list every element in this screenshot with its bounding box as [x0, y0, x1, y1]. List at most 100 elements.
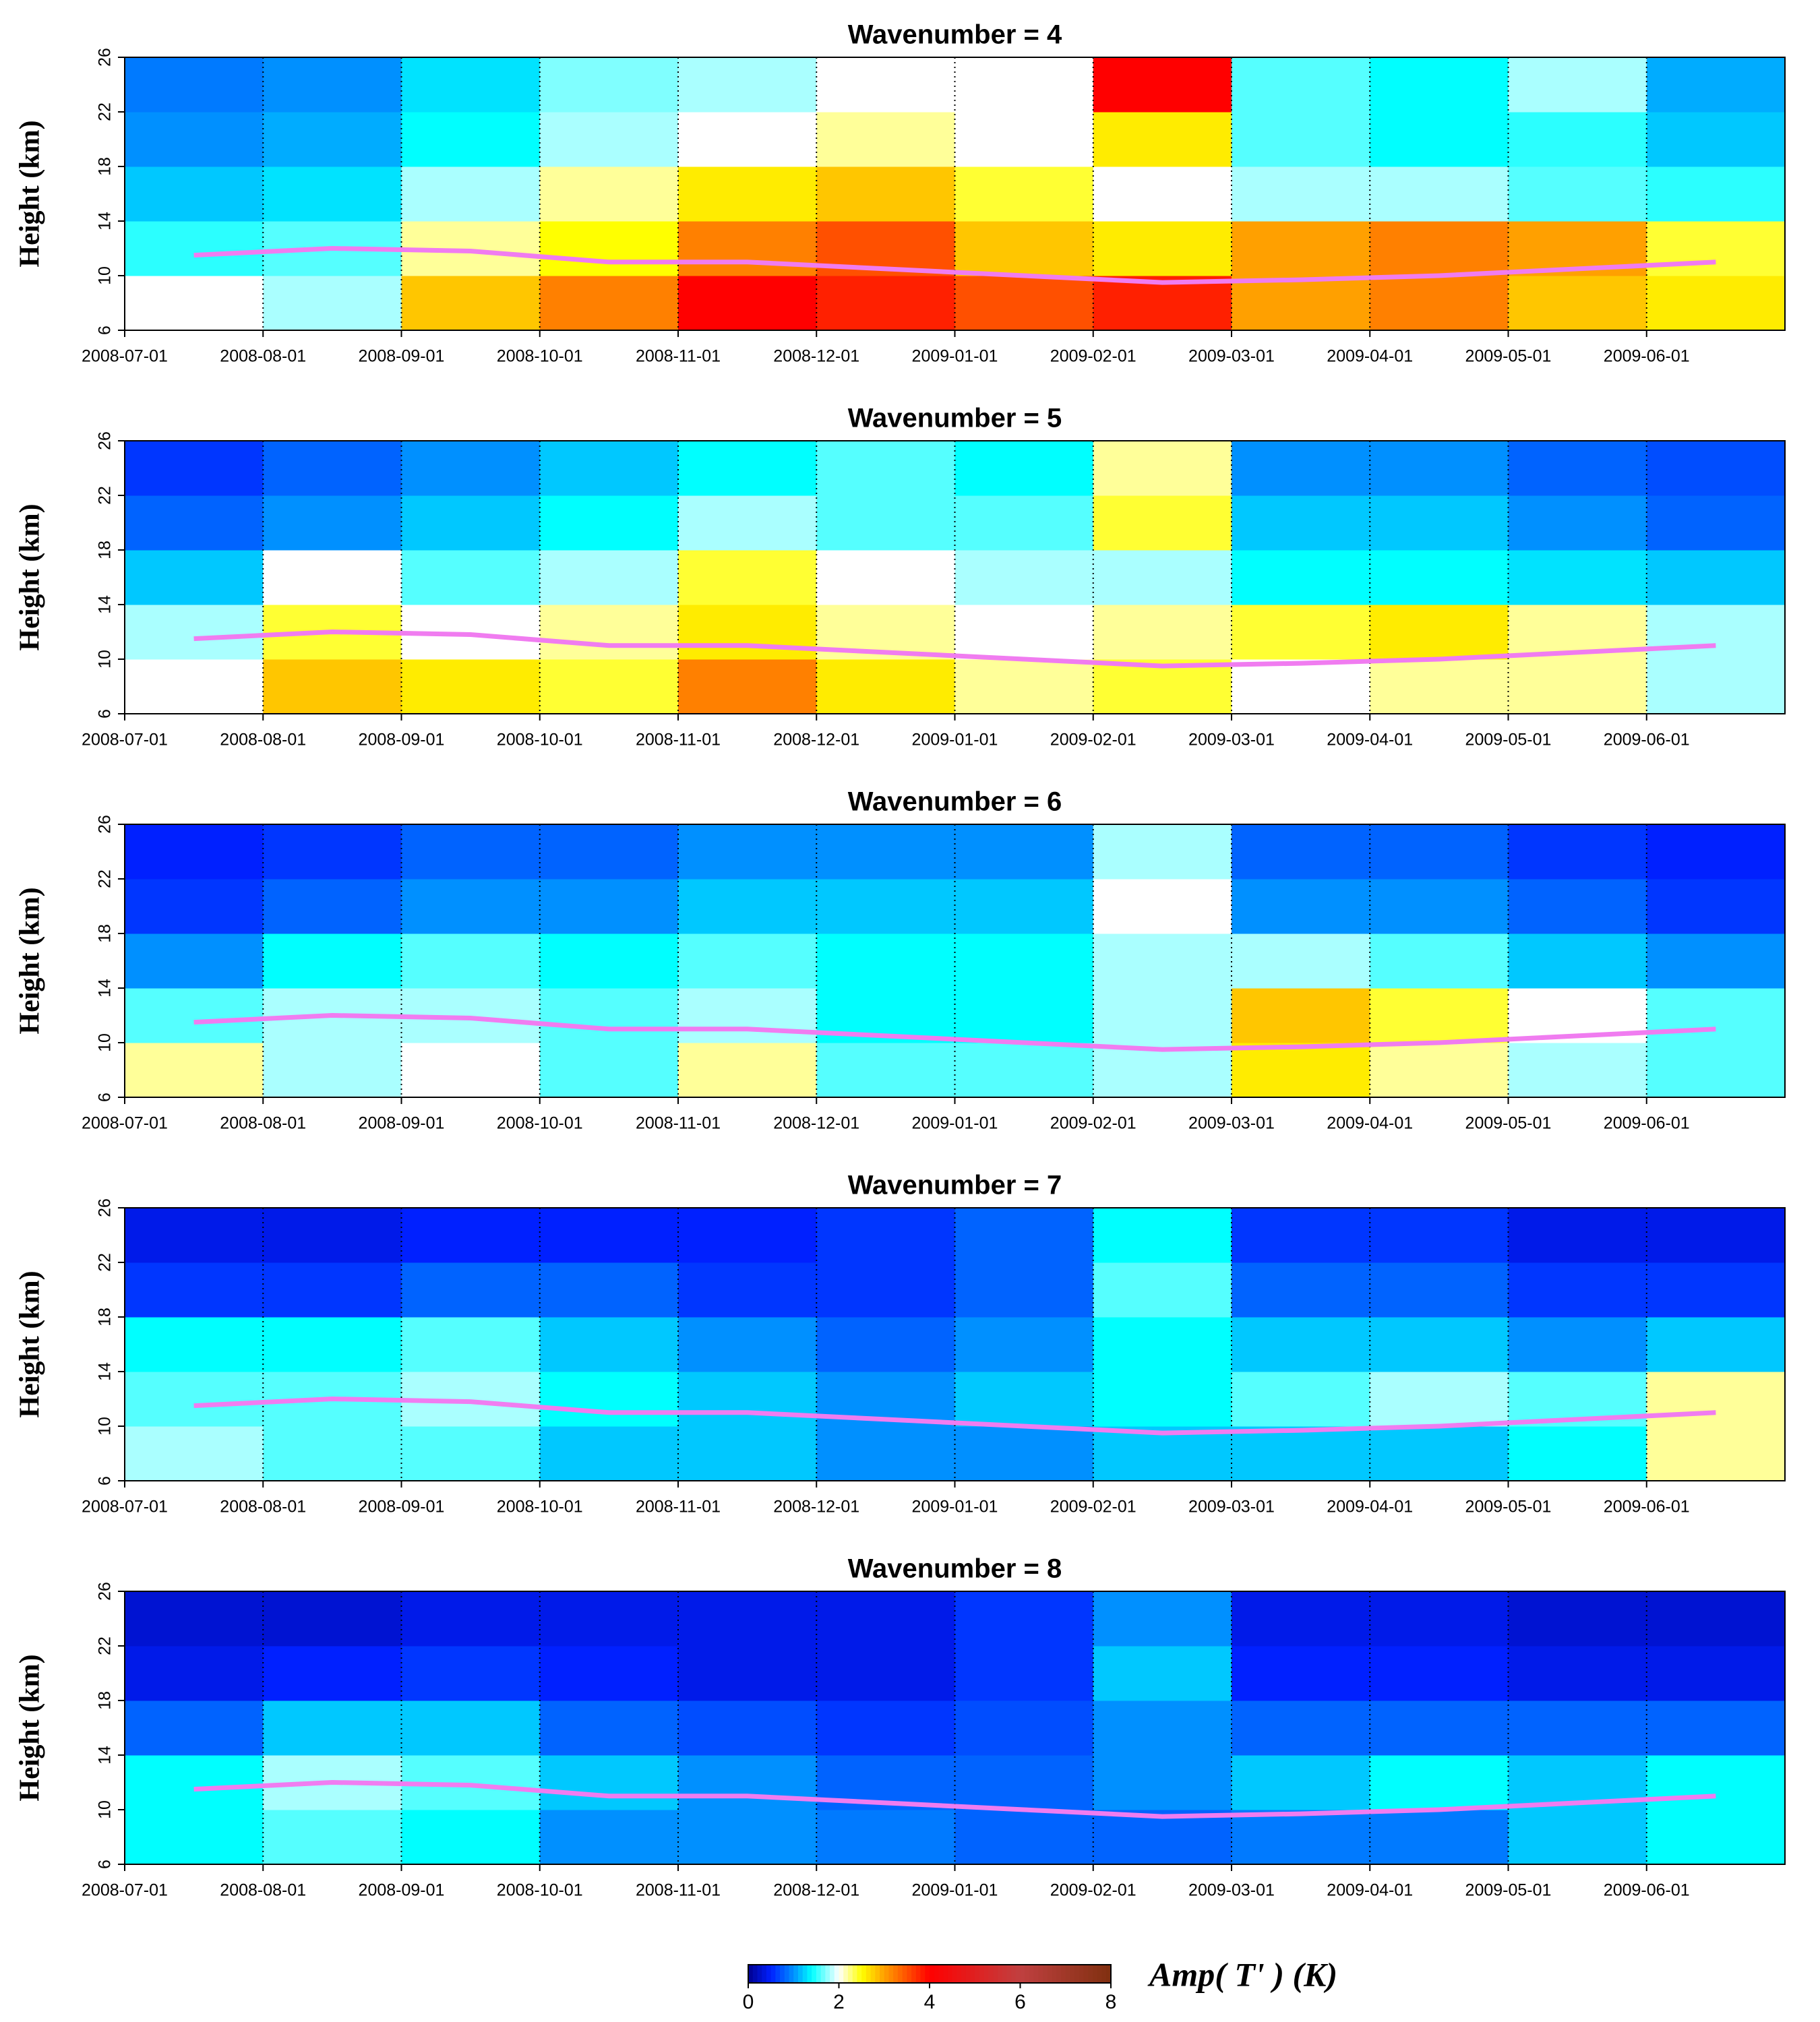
x-tick-label: 2008-10-01: [497, 347, 583, 366]
colorbar-swatch: [1074, 1965, 1080, 1983]
heat-cell: [263, 1426, 402, 1481]
heat-cell: [954, 1043, 1094, 1098]
colorbar-swatch: [797, 1965, 803, 1983]
heat-cell: [263, 659, 402, 714]
heat-cell: [1232, 495, 1370, 551]
heat-cell: [401, 495, 541, 551]
x-tick-label: 2008-07-01: [82, 1881, 168, 1900]
heat-cell: [1232, 1317, 1370, 1372]
heat-cell: [539, 1262, 679, 1318]
heat-cell: [1646, 221, 1786, 276]
heat-cell: [678, 57, 817, 113]
y-tick-label: 22: [96, 869, 115, 888]
colorbar-swatch: [1061, 1965, 1066, 1983]
x-tick-label: 2009-01-01: [912, 1881, 998, 1900]
colorbar-swatch: [957, 1965, 962, 1983]
colorbar-swatch: [930, 1965, 935, 1983]
y-tick-label: 6: [96, 1476, 115, 1485]
colorbar-swatch: [993, 1965, 998, 1983]
heat-cell: [954, 495, 1094, 551]
x-tick-label: 2008-12-01: [773, 347, 859, 366]
plot-frame: [124, 57, 1786, 331]
x-tick-label: 2008-08-01: [220, 1881, 306, 1900]
heat-cell: [954, 988, 1094, 1043]
heat-cell: [1232, 1208, 1370, 1263]
y-tick-label: 26: [96, 815, 115, 834]
heat-cell: [401, 824, 541, 880]
heat-cell: [954, 659, 1094, 714]
y-tick-label: 14: [96, 1746, 115, 1765]
x-tick-label: 2008-10-01: [497, 1114, 583, 1133]
heat-cell: [263, 879, 402, 934]
y-tick-label: 6: [96, 709, 115, 718]
colorbar-swatch: [1083, 1965, 1089, 1983]
heat-cell: [539, 1810, 679, 1865]
colorbar-swatch: [961, 1965, 967, 1983]
heat-cell: [263, 933, 402, 989]
heat-cell: [816, 1591, 955, 1647]
plot-frame: [124, 440, 1786, 714]
heat-cell: [816, 276, 955, 331]
heat-cell: [1370, 659, 1509, 714]
colorbar-swatch: [943, 1965, 948, 1983]
x-tick-label: 2008-09-01: [359, 1881, 445, 1900]
colorbar-swatch: [915, 1965, 921, 1983]
x-tick-label: 2009-04-01: [1327, 1881, 1413, 1900]
x-tick-label: 2008-11-01: [636, 1498, 721, 1516]
heat-cell: [125, 1317, 264, 1372]
heat-cell: [678, 166, 817, 222]
colorbar-swatch: [925, 1965, 930, 1983]
heat-cell: [1370, 1810, 1509, 1865]
heat-cell: [1370, 550, 1509, 605]
y-tick-label: 14: [96, 595, 115, 614]
y-tick-label: 18: [96, 1691, 115, 1710]
heat-cell: [1093, 166, 1232, 222]
colorbar-swatch: [789, 1965, 794, 1983]
heat-cell: [1370, 879, 1509, 934]
heat-cell: [539, 276, 679, 331]
heat-cell: [1093, 1317, 1232, 1372]
colorbar-swatch: [1011, 1965, 1017, 1983]
colorbar-swatch: [875, 1965, 880, 1983]
heat-cell: [539, 659, 679, 714]
heat-cell: [1508, 1646, 1647, 1701]
x-tick-label: 2009-03-01: [1188, 1114, 1275, 1133]
heat-cell: [539, 1701, 679, 1756]
heat-cell: [678, 933, 817, 989]
heat-cell: [816, 1646, 955, 1701]
colorbar-swatch: [775, 1965, 781, 1983]
heat-cell: [678, 1591, 817, 1647]
x-tick-label: 2008-12-01: [773, 731, 859, 749]
heat-cell: [1646, 988, 1786, 1043]
y-tick-label: 18: [96, 1308, 115, 1326]
colorbar-swatch: [752, 1965, 758, 1983]
heat-cell: [1370, 276, 1509, 331]
heat-cell: [1093, 550, 1232, 605]
heat-cell: [1232, 605, 1370, 660]
colorbar-swatch: [830, 1965, 835, 1983]
heat-cell: [1232, 57, 1370, 113]
heat-cell: [1093, 1591, 1232, 1647]
colorbar-swatch: [757, 1965, 762, 1983]
heat-cell: [125, 879, 264, 934]
colorbar-swatch: [784, 1965, 790, 1983]
heat-cell: [263, 1591, 402, 1647]
heat-cell: [678, 441, 817, 496]
heat-cell: [678, 879, 817, 934]
heat-cell: [1646, 824, 1786, 880]
colorbar-swatch: [1093, 1965, 1098, 1983]
heat-cell: [539, 1372, 679, 1427]
plot-frame: [124, 1207, 1786, 1481]
heat-cell: [1093, 933, 1232, 989]
heat-cell: [1508, 112, 1647, 167]
heat-cell: [1646, 605, 1786, 660]
y-tick-label: 10: [96, 1800, 115, 1819]
heat-cell: [125, 605, 264, 660]
heat-cell: [1370, 441, 1509, 496]
heat-cell: [1508, 1701, 1647, 1756]
heat-cell: [125, 112, 264, 167]
colorbar-swatch: [812, 1965, 817, 1983]
y-tick-label: 14: [96, 212, 115, 231]
x-tick-label: 2008-08-01: [220, 731, 306, 749]
heat-cell: [1232, 221, 1370, 276]
